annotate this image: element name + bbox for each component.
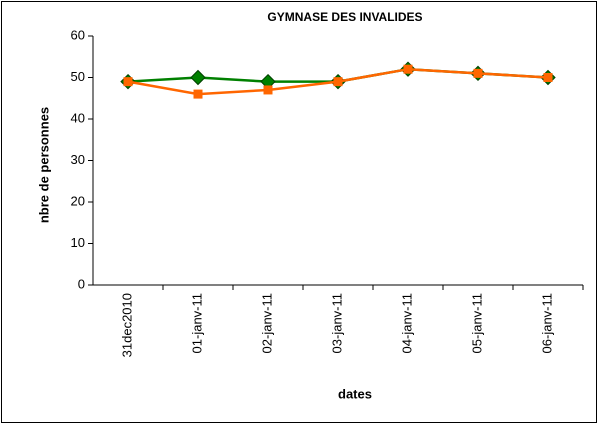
y-tick-label: 40: [71, 110, 85, 125]
x-tick-label: 31dec2010: [119, 293, 134, 357]
y-tick-label: 50: [71, 69, 85, 84]
x-axis-label: dates: [338, 386, 372, 401]
marker: [403, 64, 413, 74]
chart-frame: [1, 1, 597, 423]
marker: [543, 73, 553, 82]
marker: [193, 89, 203, 99]
marker: [123, 77, 133, 87]
y-tick-label: 0: [78, 276, 85, 291]
marker: [473, 68, 483, 78]
marker: [263, 85, 273, 95]
marker: [190, 69, 206, 86]
x-tick-label: 01-janv-11: [189, 293, 204, 353]
x-tick-label: 04-janv-11: [399, 293, 414, 353]
x-tick-label: 05-janv-11: [469, 293, 484, 353]
x-tick-label: 03-janv-11: [329, 293, 344, 353]
y-tick-label: 30: [71, 152, 85, 167]
y-tick-label: 60: [71, 27, 85, 42]
y-axis-label: nbre de personnes: [36, 107, 51, 223]
x-tick-label: 02-janv-11: [259, 293, 274, 353]
marker: [333, 77, 343, 87]
chart-title: GYMNASE DES INVALIDES: [267, 10, 422, 24]
x-tick-label: 06-janv-11: [539, 293, 554, 353]
y-tick-label: 10: [71, 235, 85, 250]
y-tick-label: 20: [71, 193, 85, 208]
